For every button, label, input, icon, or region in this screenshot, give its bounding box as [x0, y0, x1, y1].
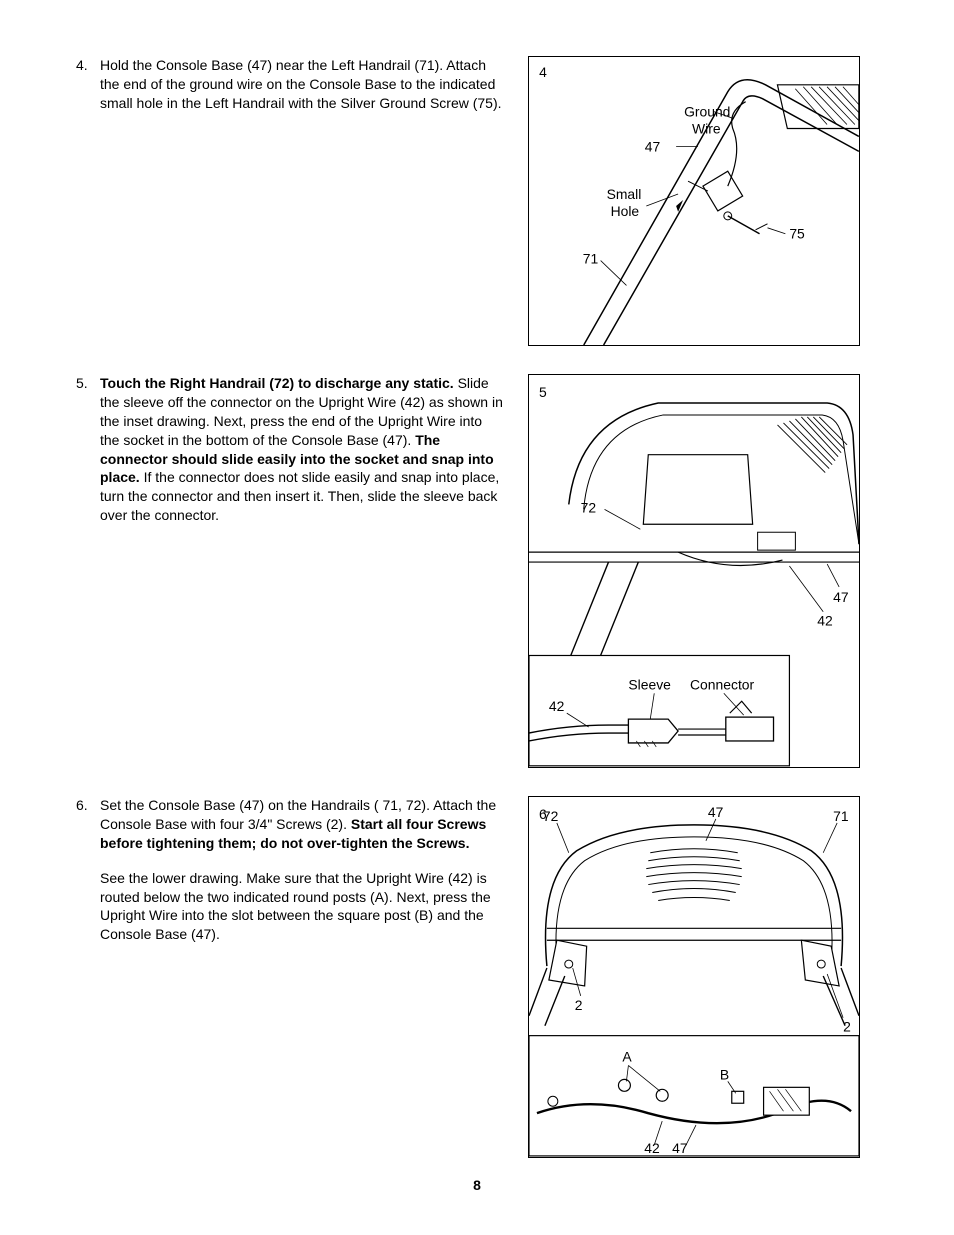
figure-5-num: 5	[539, 384, 547, 400]
step-6-body: Set the Console Base (47) on the Handrai…	[100, 797, 496, 851]
label-47: 47	[645, 138, 661, 154]
figure-4-num: 4	[539, 64, 547, 80]
step-4-text: 4. Hold the Console Base (47) near the L…	[76, 56, 516, 113]
step-5-row: 5. Touch the Right Handrail (72) to disc…	[76, 374, 878, 768]
step-6-number: 6.	[76, 796, 88, 815]
step-6-body-2: See the lower drawing. Make sure that th…	[100, 869, 504, 945]
step-4-number: 4.	[76, 56, 88, 75]
label-A: A	[622, 1048, 632, 1064]
label-47-6: 47	[708, 804, 724, 820]
label-hole: Hole	[611, 203, 640, 219]
label-71-6: 71	[833, 808, 849, 824]
label-71: 71	[583, 251, 599, 267]
label-42-6: 42	[644, 1140, 660, 1156]
step-6-text: 6. Set the Console Base (47) on the Hand…	[76, 796, 516, 944]
label-47b-6: 47	[672, 1140, 688, 1156]
step-5-text: 5. Touch the Right Handrail (72) to disc…	[76, 374, 516, 525]
label-72: 72	[581, 499, 597, 515]
label-wire: Wire	[692, 120, 721, 136]
label-42: 42	[817, 613, 833, 629]
label-B: B	[720, 1066, 729, 1082]
step-4-row: 4. Hold the Console Base (47) near the L…	[76, 56, 878, 346]
label-47b: 47	[833, 589, 849, 605]
label-72-6: 72	[543, 808, 559, 824]
label-42b: 42	[549, 698, 565, 714]
label-small: Small	[607, 186, 642, 202]
step-5-number: 5.	[76, 374, 88, 393]
step-6-row: 6. Set the Console Base (47) on the Hand…	[76, 796, 878, 1158]
page-number: 8	[0, 1176, 954, 1195]
figure-6: 6	[528, 796, 860, 1158]
label-75: 75	[789, 226, 805, 242]
step-4-body: Hold the Console Base (47) near the Left…	[100, 57, 502, 111]
figure-5: 5 72	[528, 374, 860, 768]
label-connector: Connector	[690, 676, 755, 692]
step-5-body: Touch the Right Handrail (72) to dischar…	[100, 375, 503, 523]
label-2b: 2	[843, 1019, 851, 1035]
label-ground: Ground	[684, 104, 730, 120]
label-2a: 2	[575, 997, 583, 1013]
figure-4: 4	[528, 56, 860, 346]
label-sleeve: Sleeve	[628, 676, 671, 692]
